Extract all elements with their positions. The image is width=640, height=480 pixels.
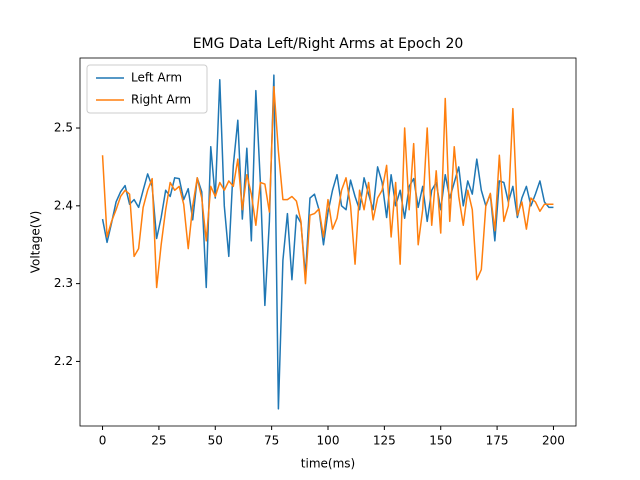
- x-tick-label: 150: [429, 434, 452, 448]
- x-tick-label: 200: [542, 434, 565, 448]
- y-axis-label: Voltage(V): [29, 211, 43, 274]
- line-series: [101, 86, 554, 289]
- chart-title: EMG Data Left/Right Arms at Epoch 20: [193, 36, 464, 52]
- y-tick-label: 2.4: [54, 198, 73, 212]
- y-tick-label: 2.2: [54, 354, 73, 368]
- x-tick-label: 75: [264, 434, 279, 448]
- x-axis-label: time(ms): [301, 457, 355, 471]
- x-tick-label: 50: [208, 434, 223, 448]
- y-tick-label: 2.5: [54, 121, 73, 135]
- y-tick-label: 2.3: [54, 276, 73, 290]
- x-tick-label: 0: [99, 434, 107, 448]
- legend-label: Left Arm: [131, 71, 182, 85]
- legend-label: Right Arm: [131, 93, 191, 107]
- x-tick-label: 175: [486, 434, 509, 448]
- x-tick-label: 125: [373, 434, 396, 448]
- legend-box: [86, 64, 208, 114]
- plot-frame: [79, 57, 577, 427]
- x-tick-label: 100: [317, 434, 340, 448]
- x-tick-label: 25: [151, 434, 166, 448]
- line-series: [101, 74, 554, 410]
